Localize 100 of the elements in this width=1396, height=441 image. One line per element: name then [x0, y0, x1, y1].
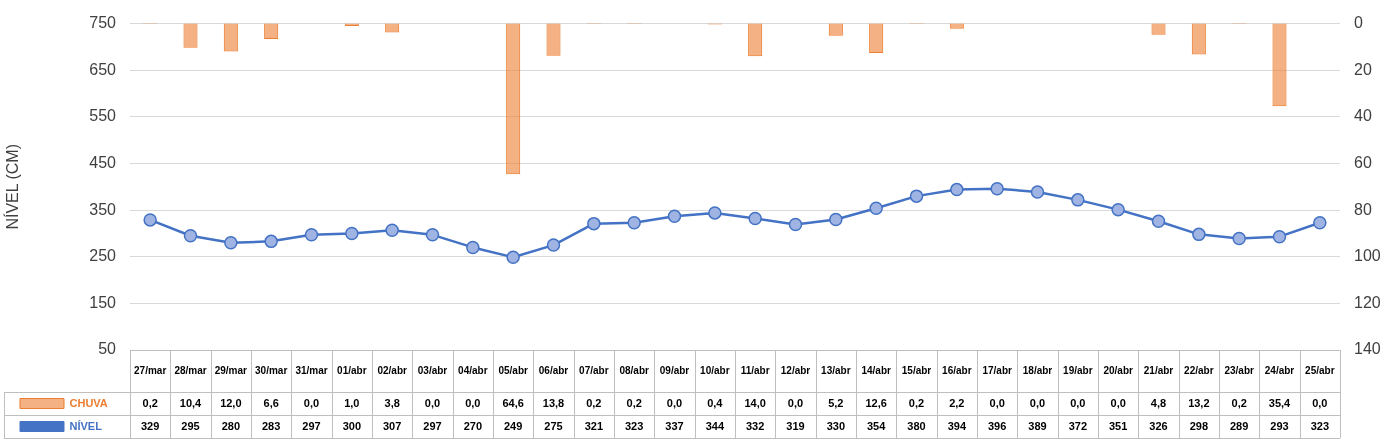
data-label: 0,0 [666, 396, 683, 409]
x-tick-label: 02/abr [377, 364, 407, 376]
y-tick-label: 550 [89, 107, 117, 125]
point [708, 206, 722, 220]
y2-tick-label: 120 [1354, 293, 1381, 311]
y-tick-label: 150 [89, 293, 117, 311]
data-label: 380 [907, 419, 926, 432]
y-axis-title: NÍVEL (CM) [3, 143, 22, 230]
data-label: 394 [947, 419, 967, 432]
x-tick-label: 10/abr [700, 364, 730, 376]
data-label: 372 [1068, 419, 1088, 432]
data-label: 0,2 [586, 396, 602, 409]
data-label: 396 [987, 419, 1007, 432]
data-label: 280 [221, 419, 241, 432]
data-label: 0,0 [1312, 396, 1328, 409]
x-tick-label: 13/abr [821, 364, 851, 376]
data-label: 326 [1149, 419, 1168, 432]
data-label: 307 [382, 419, 402, 432]
point [425, 228, 440, 242]
point [667, 209, 682, 223]
point [990, 181, 1004, 196]
data-label: 354 [866, 419, 887, 432]
x-tick-label: 07/abr [579, 364, 609, 376]
data-label: 14,0 [744, 396, 766, 409]
x-tick-label: 30/mar [255, 364, 288, 376]
data-label: 3,8 [384, 396, 400, 409]
y-tick-label: 250 [89, 247, 117, 265]
bar [748, 23, 763, 57]
data-label: 321 [584, 419, 604, 432]
data-label: 6,6 [263, 396, 279, 409]
data-label: 0,2 [142, 396, 158, 409]
data-label: 297 [423, 419, 442, 432]
point [546, 238, 561, 252]
data-label: 13,2 [1188, 396, 1210, 409]
x-tick-label: 21/abr [1143, 364, 1174, 376]
data-label: 64,6 [502, 396, 524, 409]
bar [184, 23, 197, 47]
data-label: 0,2 [626, 396, 642, 409]
point [1272, 229, 1287, 244]
y-tick-label: 450 [89, 153, 117, 171]
data-label: 275 [544, 419, 563, 432]
point [345, 226, 359, 241]
x-tick-label: 05/abr [498, 364, 528, 376]
data-label: 1,0 [344, 396, 360, 409]
point [1111, 202, 1125, 217]
x-tick-label: 20/abr [1103, 364, 1133, 376]
data-label: 0,4 [707, 396, 724, 409]
point [143, 213, 157, 227]
data-label: 323 [624, 419, 644, 432]
point [506, 250, 520, 264]
y-tick-label: 650 [89, 60, 117, 78]
data-label: 283 [261, 419, 281, 432]
x-tick-label: 25/abr [1305, 364, 1335, 376]
bar [506, 23, 521, 175]
legend-label: NÍVEL [69, 419, 103, 432]
y2-tick-label: 60 [1354, 153, 1372, 171]
point [748, 211, 762, 226]
x-tick-label: 08/abr [619, 364, 649, 376]
bar [547, 23, 560, 55]
y2-tick-label: 0 [1354, 14, 1363, 32]
y-tick-label: 50 [98, 340, 117, 358]
data-label: 0,0 [1029, 396, 1046, 409]
data-label: 344 [705, 419, 725, 432]
point [869, 201, 883, 215]
point [950, 182, 964, 197]
data-label: 319 [786, 419, 805, 432]
x-tick-label: 15/abr [901, 364, 932, 376]
data-label: 337 [665, 419, 684, 432]
data-label: 0,0 [303, 396, 320, 409]
data-label: 297 [302, 419, 321, 432]
y2-tick-label: 140 [1354, 340, 1381, 358]
data-label: 298 [1189, 419, 1209, 432]
data-label: 10,4 [179, 396, 203, 409]
x-tick-label: 17/abr [982, 364, 1012, 376]
y2-tick-label: 80 [1354, 200, 1372, 218]
point [183, 229, 198, 243]
data-label: 12,0 [220, 396, 242, 409]
data-label: 330 [826, 419, 846, 432]
y2-tick-label: 20 [1354, 60, 1372, 78]
data-label: 270 [463, 419, 483, 432]
x-tick-label: 03/abr [417, 364, 448, 376]
x-tick-label: 27/mar [134, 364, 167, 376]
data-label: 35,4 [1268, 396, 1292, 409]
data-label: 12,6 [865, 396, 887, 409]
point [1151, 214, 1166, 229]
point [627, 215, 641, 230]
point [1313, 215, 1327, 230]
y2-tick-label: 100 [1354, 247, 1381, 265]
point [909, 189, 924, 203]
data-label: 4,8 [1150, 396, 1167, 409]
data-label: 0,2 [908, 396, 925, 409]
data-label: 2,2 [949, 396, 965, 409]
data-label: 300 [342, 419, 362, 432]
point [1030, 185, 1045, 199]
x-tick-label: 11/abr [740, 364, 770, 376]
point [587, 216, 601, 231]
data-label: 329 [140, 419, 160, 432]
x-tick-label: 04/abr [458, 364, 488, 376]
bar [950, 23, 963, 28]
point [224, 236, 238, 250]
